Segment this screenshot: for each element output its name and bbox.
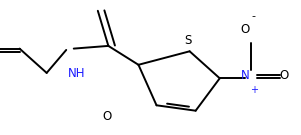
Text: O: O: [280, 69, 289, 82]
Text: -: -: [252, 11, 256, 21]
Text: NH: NH: [68, 67, 85, 80]
Text: O: O: [241, 23, 250, 36]
Text: +: +: [250, 85, 258, 95]
Text: O: O: [102, 110, 111, 123]
Text: N: N: [241, 69, 250, 82]
Text: S: S: [185, 34, 192, 47]
